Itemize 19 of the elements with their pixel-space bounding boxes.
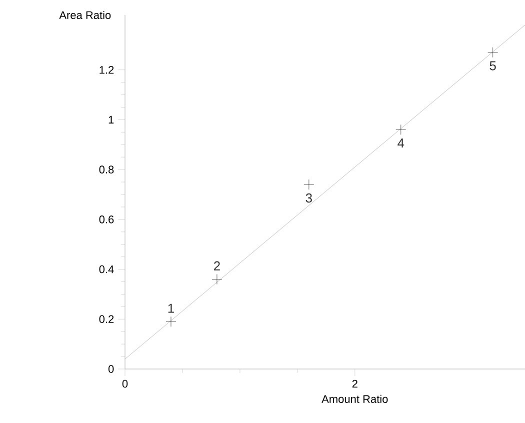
point [212,274,222,284]
y-tick-label: 1 [108,116,114,124]
y-tick-label: 0 [108,365,114,373]
point [396,124,406,135]
point [488,47,498,58]
y-axis-title: Area Ratio [59,10,111,20]
y-tick-label: 0.8 [99,166,114,174]
annotation: 3 [306,193,312,203]
annotation: 2 [214,261,220,270]
y-tick-label: 0.2 [99,315,114,324]
y-tick-label: 0.4 [99,265,114,274]
point [166,316,176,327]
annotation: 4 [398,138,404,148]
x-axis-title: Amount Ratio [322,394,388,403]
y-tick-label: 1.2 [100,66,114,74]
point [304,179,314,190]
y-tick-label: 0.6 [99,216,114,224]
annotation: 5 [490,61,496,70]
annotation: 1 [168,304,174,313]
